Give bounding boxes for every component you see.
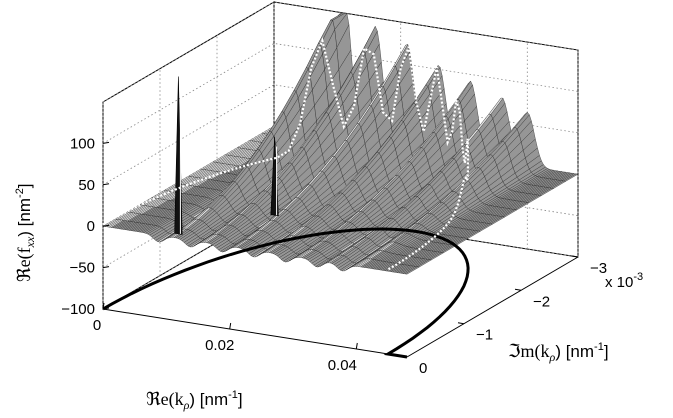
z-tick <box>102 266 110 269</box>
tick-marks: −100 −50 0 50 100 0 0.02 0.04 0 −1 −2 −3 <box>61 135 607 377</box>
z-tick-label: 100 <box>70 135 95 152</box>
x-axis-label: ℜe(kρ) [nm-1] <box>146 389 243 412</box>
x-tick <box>229 322 232 330</box>
floor-frame <box>102 256 579 358</box>
z-label-symbol: ℜe(f <box>14 247 35 282</box>
z-tick-label: 0 <box>87 218 95 235</box>
y-multiplier: x 10-3 <box>605 271 643 291</box>
x-label-close: ] <box>238 390 243 409</box>
y-axis-line <box>406 256 579 358</box>
x-label-sub: ρ <box>183 398 190 412</box>
z-axis-label: ℜe(fxx) [nm-2] <box>14 183 37 282</box>
z-tick-label: −50 <box>70 260 95 277</box>
surface-mesh <box>102 12 579 275</box>
z-label-sub: xx <box>23 236 37 248</box>
pole-spikes <box>174 76 279 235</box>
z-tick <box>102 224 110 227</box>
y-tick <box>457 322 465 325</box>
y-tick-label: 0 <box>419 360 427 377</box>
x-tick-label: 0.02 <box>205 337 234 354</box>
contour-curve-layer <box>102 37 470 359</box>
z-label-exp: -2 <box>14 188 26 198</box>
y-label-exp: -1 <box>594 341 604 353</box>
x-tick <box>355 342 358 350</box>
x-axis-line <box>102 308 408 358</box>
y-multiplier-base: x 10 <box>605 274 633 291</box>
y-label-symbol: ℑm(k <box>508 341 550 362</box>
y-tick <box>571 255 579 258</box>
z-tick <box>102 141 110 144</box>
z-label-unit: ) [nm <box>15 198 34 237</box>
y-tick <box>514 288 522 291</box>
y-tick-label: −3 <box>590 260 607 277</box>
x-tick-label: 0 <box>93 317 101 334</box>
y-label-close: ] <box>604 342 609 361</box>
contour-curve <box>102 227 470 359</box>
y-tick-label: −2 <box>533 293 550 310</box>
y-multiplier-exp: -3 <box>633 271 643 283</box>
x-label-exp: -1 <box>228 389 238 401</box>
x-tick-label: 0.04 <box>328 357 357 374</box>
y-label-sub: ρ <box>549 350 556 364</box>
contour-projection <box>102 37 470 271</box>
y-axis-label: ℑm(kρ) [nm-1] <box>508 341 609 364</box>
z-tick-label: −100 <box>61 301 95 318</box>
z-tick-label: 50 <box>78 177 95 194</box>
x-tick <box>102 302 105 310</box>
pole-spike <box>174 76 183 235</box>
z-tick <box>102 183 110 186</box>
y-tick <box>400 355 408 358</box>
x-label-symbol: ℜe(k <box>146 389 184 410</box>
z-label-close: ] <box>15 183 34 188</box>
x-label-unit: ) [nm <box>189 390 228 409</box>
svg-text:ℜe(fxx) [nm-2]: ℜe(fxx) [nm-2] <box>14 183 37 282</box>
z-tick <box>102 307 110 310</box>
surface-patch <box>404 266 420 275</box>
y-label-unit: ) [nm <box>555 342 594 361</box>
y-tick-label: −1 <box>476 327 493 344</box>
